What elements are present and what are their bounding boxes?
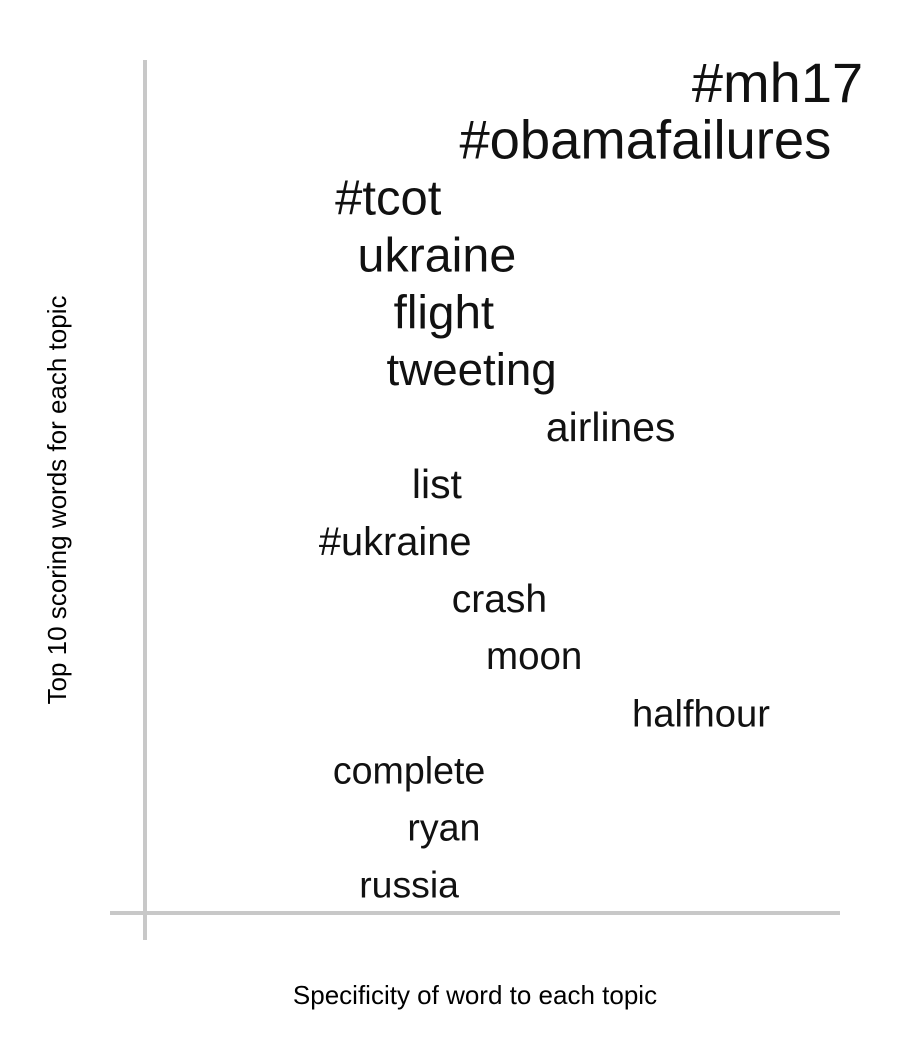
- word-label: halfhour: [632, 692, 770, 735]
- word-label: complete: [333, 749, 485, 791]
- word-labels-group: #mh17#obamafailures #tcotukraineflighttwe…: [319, 51, 863, 906]
- word-label: #tcot: [335, 171, 442, 225]
- word-label: airlines: [546, 404, 676, 450]
- word-label: moon: [486, 635, 582, 678]
- word-label: russia: [359, 864, 459, 906]
- y-axis-label: Top 10 scoring words for each topic: [42, 296, 72, 705]
- word-label: ukraine: [358, 228, 517, 282]
- word-label: flight: [394, 286, 495, 339]
- word-label: #mh17: [692, 51, 863, 114]
- word-label: crash: [452, 578, 547, 621]
- word-label: list: [412, 461, 463, 507]
- word-label: tweeting: [387, 344, 557, 395]
- word-label: ryan: [407, 807, 480, 849]
- word-label: #obamafailures: [459, 110, 831, 171]
- word-label: #ukraine: [319, 520, 472, 564]
- x-axis-label: Specificity of word to each topic: [293, 980, 657, 1010]
